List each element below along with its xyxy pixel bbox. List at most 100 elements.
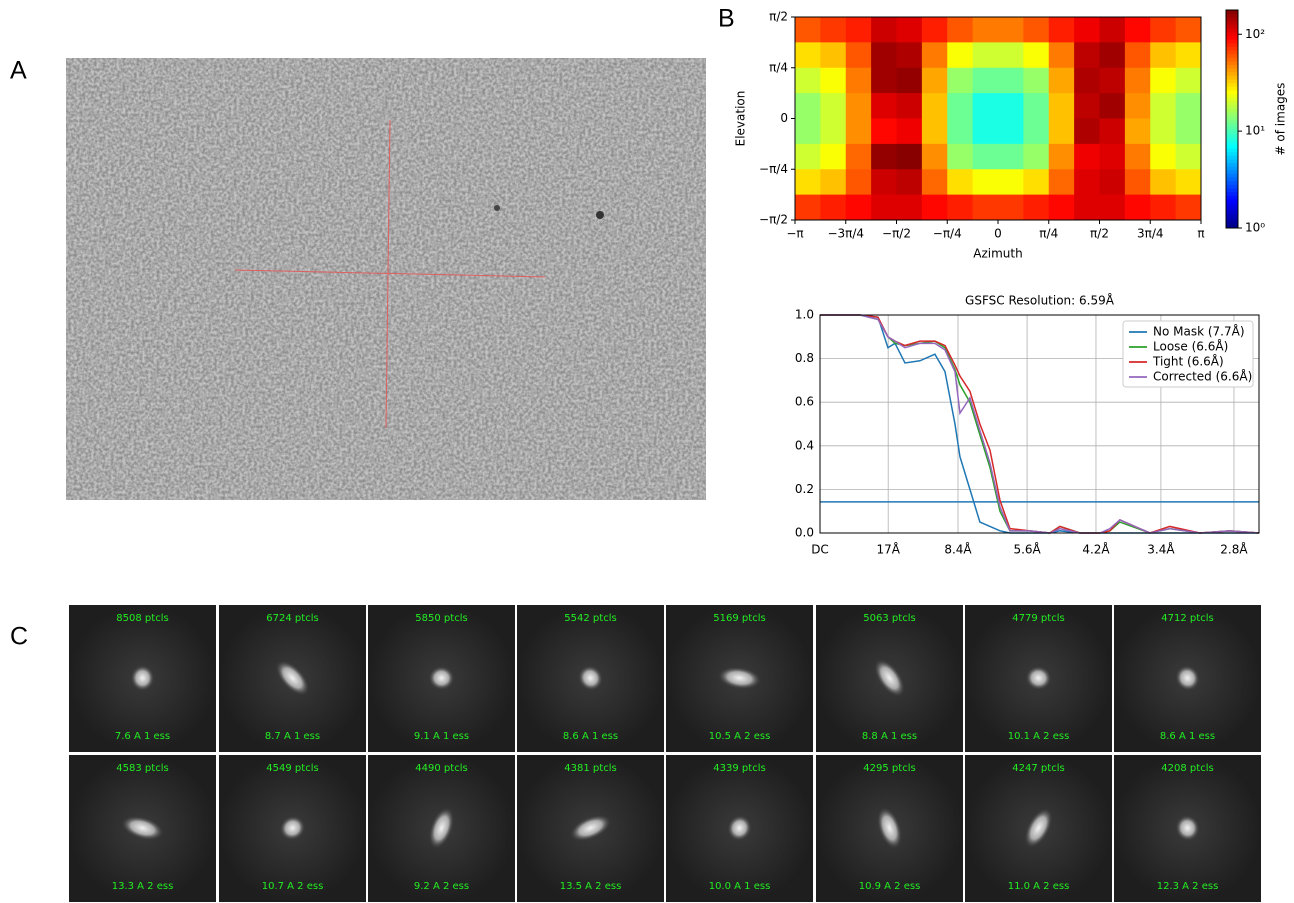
y-tick-label: −π/4 [759, 162, 788, 176]
x-tick-label: 8.4Å [944, 542, 972, 557]
class-average: 4208 ptcls 12.3 A 2 ess [1114, 755, 1261, 902]
heat-cell [1074, 42, 1100, 69]
heat-cell [845, 194, 872, 221]
particle-count: 8508 ptcls [116, 613, 168, 624]
heat-cell [972, 143, 999, 170]
heat-cell [972, 169, 999, 196]
heat-cell [1099, 143, 1126, 170]
heat-cell [1048, 17, 1075, 43]
heat-cell [1023, 194, 1050, 221]
heat-cell [921, 42, 948, 69]
particle [578, 665, 603, 691]
y-axis-label: Elevation [734, 91, 748, 147]
heat-cell [1048, 143, 1075, 170]
colorbar-step [1226, 213, 1238, 218]
legend-label: No Mask (7.7Å) [1153, 324, 1245, 339]
particle-count: 4339 ptcls [713, 763, 765, 774]
heat-cell [998, 143, 1024, 170]
heat-cell [998, 194, 1024, 221]
particle [569, 814, 612, 842]
heat-cell [1023, 118, 1050, 145]
colorbar-step [1226, 155, 1238, 160]
particle [717, 666, 762, 690]
heat-cell [947, 93, 974, 119]
heat-cell [1074, 143, 1100, 170]
colorbar-step [1226, 75, 1238, 80]
heat-cell [1175, 169, 1202, 196]
heat-cell [1074, 194, 1100, 221]
heat-cell [921, 143, 948, 170]
heat-cell [795, 42, 821, 69]
heat-cell [871, 143, 897, 170]
heat-cell [896, 118, 923, 145]
colorbar-step [1226, 13, 1238, 18]
panel-label: C [10, 623, 28, 651]
heat-cell [820, 67, 847, 94]
heat-cell [820, 118, 847, 145]
heat-cell [871, 42, 897, 69]
x-tick-label: 3π/4 [1137, 227, 1164, 241]
class-stats: 8.7 A 1 ess [265, 731, 320, 742]
class-average: 5542 ptcls 8.6 A 1 ess [517, 605, 664, 752]
particle [428, 665, 455, 691]
x-tick-label: −3π/4 [827, 227, 864, 241]
heat-cell [820, 17, 847, 43]
heat-cell [1023, 67, 1050, 94]
heat-cell [1150, 67, 1177, 94]
y-tick-label: 0 [780, 111, 788, 125]
particle-count: 4549 ptcls [266, 763, 318, 774]
heat-cell [871, 194, 897, 221]
heat-cell [972, 194, 999, 221]
heat-cell [998, 17, 1024, 43]
particle-count: 4779 ptcls [1012, 613, 1064, 624]
particle [130, 665, 155, 691]
particle [428, 806, 455, 850]
colorbar-step [1226, 46, 1238, 51]
heat-cell [947, 194, 974, 221]
heat-cell [1048, 169, 1075, 196]
colorbar-step [1226, 71, 1238, 76]
x-tick-label: −π/4 [933, 227, 962, 241]
heat-cell [1124, 93, 1151, 119]
class-average: 5063 ptcls 8.8 A 1 ess [816, 605, 963, 752]
heat-cell [921, 118, 948, 145]
class-average: 8508 ptcls 7.6 A 1 ess [69, 605, 216, 752]
heat-cell [921, 93, 948, 119]
particle-count: 6724 ptcls [266, 613, 318, 624]
x-tick-label: 2.8Å [1220, 542, 1248, 557]
heat-cell [1023, 17, 1050, 43]
heat-cell [896, 143, 923, 170]
x-tick-label: 0 [994, 227, 1002, 241]
heat-cell [1074, 93, 1100, 119]
heat-cell [871, 118, 897, 145]
particle [1175, 815, 1200, 841]
colorbar-step [1226, 119, 1238, 124]
colorbar-step [1226, 166, 1238, 171]
heat-cell [845, 42, 872, 69]
colorbar-step [1226, 206, 1238, 211]
colorbar-step [1226, 133, 1238, 138]
heat-cell [947, 118, 974, 145]
colorbar-step [1226, 144, 1238, 149]
heat-cell [820, 169, 847, 196]
colorbar-step [1226, 111, 1238, 116]
colorbar-tick-label: 10¹ [1245, 124, 1265, 138]
class-average: 4712 ptcls 8.6 A 1 ess [1114, 605, 1261, 752]
heat-cell [1023, 143, 1050, 170]
colorbar-step [1226, 224, 1238, 229]
x-tick-label: π/2 [1090, 227, 1109, 241]
class-stats: 10.1 A 2 ess [1008, 731, 1070, 742]
colorbar-step [1226, 86, 1238, 91]
heat-cell [921, 17, 948, 43]
heat-cell [845, 143, 872, 170]
heat-cell [896, 42, 923, 69]
colorbar-step [1226, 151, 1238, 156]
colorbar-step [1226, 148, 1238, 153]
class-average: 4339 ptcls 10.0 A 1 ess [666, 755, 813, 902]
heat-cell [871, 169, 897, 196]
colorbar-step [1226, 184, 1238, 189]
heat-cell [1175, 143, 1202, 170]
heat-cell [1048, 67, 1075, 94]
y-tick-label: π/4 [769, 60, 788, 74]
class-average: 5169 ptcls 10.5 A 2 ess [666, 605, 813, 752]
